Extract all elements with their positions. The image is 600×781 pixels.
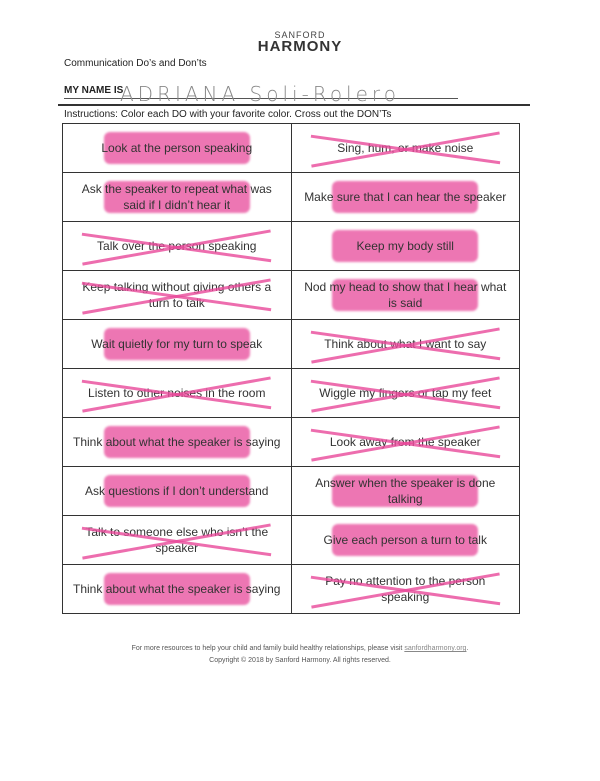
crossed-out-cell: Pay no attention to the person speaking [290, 564, 520, 614]
table-row: Ask the speaker to repeat what was said … [62, 172, 520, 222]
color-highlight [332, 279, 479, 311]
crossed-out-cell: Talk over the person speaking [62, 221, 292, 271]
crossed-out-cell: Think about what I want to say [290, 319, 520, 369]
colored-cell: Answer when the speaker is done talking [290, 466, 520, 516]
colored-cell: Nod my head to show that I hear what is … [290, 270, 520, 320]
table-row: Keep talking without giving others a tur… [62, 270, 520, 320]
cell-text: Answer when the speaker is done talking [315, 476, 496, 506]
footer-text: For more resources to help your child an… [131, 645, 405, 652]
dos-donts-table: Look at the person speaking Sing, hum, or… [62, 123, 520, 614]
cell-text: Think about what the speaker is saying [73, 435, 281, 449]
table-row: Wait quietly for my turn to speak Think a… [62, 319, 520, 369]
footer: For more resources to help your child an… [0, 643, 600, 667]
cell-text: Wait quietly for my turn to speak [91, 337, 263, 351]
website-link[interactable]: sanfordharmony.org [404, 645, 467, 652]
instructions: Instructions: Color each DO with your fa… [64, 109, 392, 120]
cell-text: Ask questions if I don’t understand [85, 484, 269, 498]
colored-cell: Make sure that I can hear the speaker [290, 172, 520, 222]
table-row: Talk over the person speaking Keep my bod… [62, 221, 520, 271]
footer-period: . [466, 645, 469, 652]
color-highlight [332, 230, 479, 262]
crossed-out-cell: Sing, hum, or make noise [290, 123, 520, 173]
cell-text: Think about what the speaker is saying [73, 582, 281, 596]
colored-cell: Keep my body still [290, 221, 520, 271]
colored-cell: Wait quietly for my turn to speak [62, 319, 292, 369]
cell-text: Make sure that I can hear the speaker [304, 190, 507, 204]
name-label: MY NAME IS [64, 85, 124, 96]
table-row: Listen to other noises in the roomWiggle… [62, 368, 520, 418]
handwritten-name: ADRIANA Soli-Rolero [120, 82, 400, 106]
cell-text: Give each person a turn to talk [323, 533, 487, 547]
cell-text: Ask the speaker to repeat what was said … [81, 182, 272, 212]
colored-cell: Ask the speaker to repeat what was said … [62, 172, 292, 222]
colored-cell: Think about what the speaker is saying [62, 564, 292, 614]
color-highlight [332, 475, 479, 507]
cell-text: Look at the person speaking [101, 141, 253, 155]
color-highlight [103, 181, 250, 213]
colored-cell: Think about what the speaker is saying [62, 417, 292, 467]
crossed-out-cell: Wiggle my fingers or tap my feet [290, 368, 520, 418]
logo-bottom: HARMONY [257, 38, 343, 55]
color-highlight [103, 426, 250, 458]
colored-cell: Give each person a turn to talk [290, 515, 520, 565]
table-row: Think about what the speaker is saying Lo… [62, 417, 520, 467]
name-line: MY NAME IS ADRIANA Soli-Rolero [64, 78, 458, 106]
colored-cell: Ask questions if I don’t understand [62, 466, 292, 516]
cell-text: Keep my body still [356, 239, 454, 253]
colored-cell: Look at the person speaking [62, 123, 292, 173]
color-highlight [332, 524, 479, 556]
logo-top: SANFORD [274, 30, 326, 40]
table-row: Talk to someone else who isn’t the speak… [62, 515, 520, 565]
color-highlight [103, 328, 250, 360]
crossed-out-cell: Look away from the speaker [290, 417, 520, 467]
crossed-out-cell: Talk to someone else who isn’t the speak… [62, 515, 292, 565]
table-row: Think about what the speaker is saying Pa… [62, 564, 520, 614]
crossed-out-cell: Keep talking without giving others a tur… [62, 270, 292, 320]
sanford-harmony-logo: SANFORD HARMONY [0, 30, 600, 54]
copyright: Copyright © 2018 by Sanford Harmony. All… [209, 657, 391, 664]
divider [58, 104, 530, 106]
worksheet-title: Communication Do’s and Don’ts [64, 58, 207, 69]
color-highlight [103, 573, 250, 605]
table-row: Look at the person speaking Sing, hum, or… [62, 123, 520, 173]
crossed-out-cell: Listen to other noises in the room [62, 368, 292, 418]
color-highlight [332, 181, 479, 213]
color-highlight [103, 132, 250, 164]
color-highlight [103, 475, 250, 507]
table-row: Ask questions if I don’t understand Answe… [62, 466, 520, 516]
cell-text: Nod my head to show that I hear what is … [304, 280, 507, 310]
